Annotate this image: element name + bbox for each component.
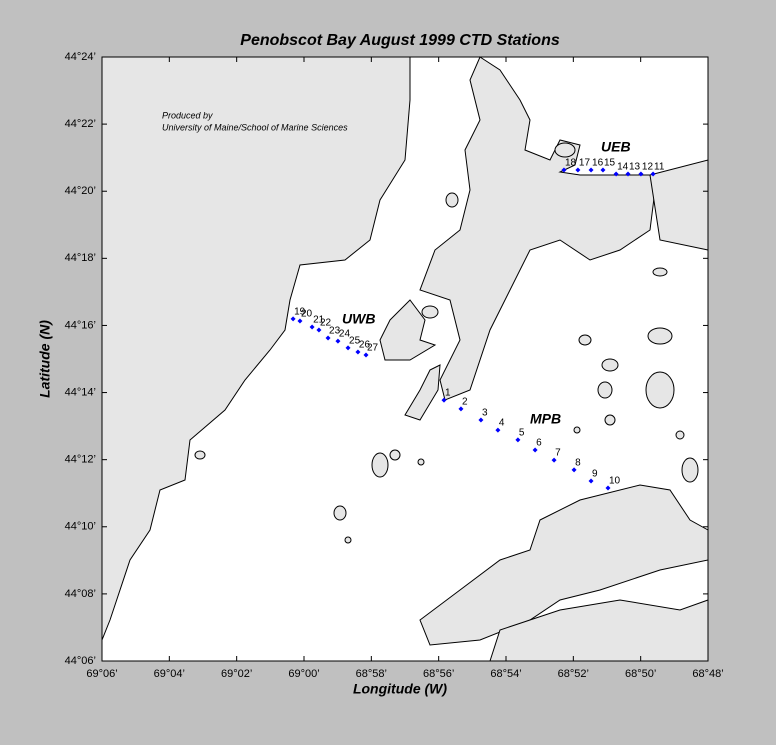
station-label: 7 bbox=[555, 448, 561, 459]
station-label: 14 bbox=[617, 162, 629, 173]
x-tick-label: 68°52’ bbox=[558, 668, 589, 680]
station-label: 16 bbox=[592, 158, 604, 169]
y-tick-label: 44°06’ bbox=[65, 655, 96, 667]
station-marker bbox=[575, 167, 581, 173]
station-marker bbox=[290, 316, 296, 322]
station-marker bbox=[309, 324, 315, 330]
station-marker bbox=[588, 478, 594, 484]
x-tick-label: 68°54’ bbox=[490, 668, 521, 680]
station-label: 27 bbox=[367, 343, 379, 354]
x-tick-label: 68°48’ bbox=[692, 668, 723, 680]
station-label: 8 bbox=[575, 458, 581, 469]
station-label: 19 bbox=[294, 307, 306, 318]
chart-title: Penobscot Bay August 1999 CTD Stations bbox=[240, 32, 560, 49]
y-axis-label: Latitude (N) bbox=[37, 320, 53, 398]
station-label: 1 bbox=[445, 388, 451, 399]
credit: Produced by bbox=[162, 110, 213, 120]
station-label: 10 bbox=[609, 476, 621, 487]
station-marker bbox=[355, 349, 361, 355]
station-marker bbox=[638, 171, 644, 177]
station-label: 12 bbox=[642, 162, 654, 173]
station-label: 9 bbox=[592, 469, 598, 480]
station-marker bbox=[441, 397, 447, 403]
station-label: 23 bbox=[329, 326, 341, 337]
station-marker bbox=[532, 447, 538, 453]
station-marker bbox=[297, 318, 303, 324]
station-label: 5 bbox=[519, 428, 525, 439]
station-marker bbox=[600, 167, 606, 173]
y-tick-label: 44°12’ bbox=[65, 454, 96, 466]
station-label: 21 bbox=[313, 315, 325, 326]
station-marker bbox=[551, 457, 557, 463]
station-label: 4 bbox=[499, 418, 505, 429]
station-label: 20 bbox=[301, 309, 313, 320]
station-label: 6 bbox=[536, 438, 542, 449]
station-marker bbox=[495, 427, 501, 433]
x-tick-label: 69°00’ bbox=[288, 668, 319, 680]
station-marker bbox=[316, 327, 322, 333]
y-tick-label: 44°20’ bbox=[65, 185, 96, 197]
x-tick-label: 68°58’ bbox=[356, 668, 387, 680]
station-marker bbox=[605, 485, 611, 491]
y-tick-label: 44°22’ bbox=[65, 118, 96, 130]
station-marker bbox=[335, 338, 341, 344]
station-label: 13 bbox=[629, 162, 641, 173]
y-tick-label: 44°14’ bbox=[65, 386, 96, 398]
x-tick-label: 69°02’ bbox=[221, 668, 252, 680]
y-tick-label: 44°18’ bbox=[65, 252, 96, 264]
station-label: 24 bbox=[339, 329, 351, 340]
coastline bbox=[101, 56, 709, 662]
station-label: 26 bbox=[359, 340, 371, 351]
x-tick-label: 69°06’ bbox=[86, 668, 117, 680]
station-marker bbox=[588, 167, 594, 173]
credit: University of Maine/School of Marine Sci… bbox=[162, 122, 348, 132]
station-marker bbox=[363, 352, 369, 358]
station-marker bbox=[571, 467, 577, 473]
y-tick-label: 44°08’ bbox=[65, 588, 96, 600]
region-label: UEB bbox=[601, 139, 631, 155]
station-marker bbox=[478, 417, 484, 423]
x-tick-label: 68°50’ bbox=[625, 668, 656, 680]
station-label: 2 bbox=[462, 397, 468, 408]
x-axis-label: Longitude (W) bbox=[353, 681, 447, 697]
y-tick-label: 44°10’ bbox=[65, 521, 96, 533]
y-tick-label: 44°24’ bbox=[65, 51, 96, 63]
station-label: 17 bbox=[579, 158, 591, 169]
x-tick-label: 69°04’ bbox=[154, 668, 185, 680]
plot-frame bbox=[101, 56, 709, 662]
station-marker bbox=[625, 171, 631, 177]
station-marker bbox=[345, 345, 351, 351]
region-label: UWB bbox=[342, 311, 375, 327]
station-marker bbox=[458, 406, 464, 412]
station-label: 25 bbox=[349, 336, 361, 347]
x-tick-label: 68°56’ bbox=[423, 668, 454, 680]
station-marker bbox=[515, 437, 521, 443]
station-label: 18 bbox=[565, 158, 577, 169]
station-marker bbox=[650, 171, 656, 177]
station-marker bbox=[325, 335, 331, 341]
region-label: MPB bbox=[530, 411, 561, 427]
station-label: 15 bbox=[604, 158, 616, 169]
y-tick-label: 44°16’ bbox=[65, 319, 96, 331]
station-marker bbox=[613, 171, 619, 177]
station-label: 11 bbox=[654, 162, 665, 173]
station-marker bbox=[561, 167, 567, 173]
station-label: 3 bbox=[482, 408, 488, 419]
station-label: 22 bbox=[320, 318, 332, 329]
